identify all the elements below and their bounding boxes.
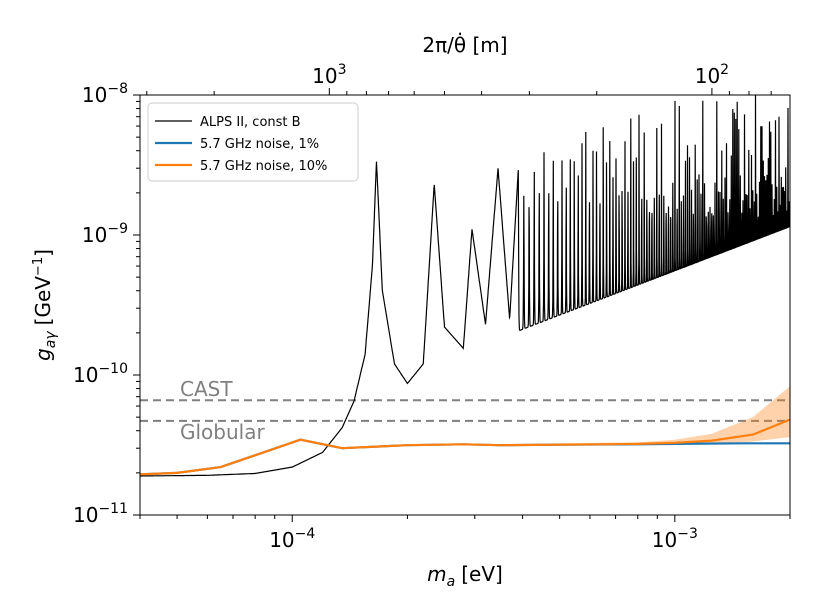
legend-label-noise-10pct: 5.7 GHz noise, 10%: [200, 159, 327, 174]
alps-curve: [140, 95, 790, 477]
y-tick-label-3: 10−8: [82, 81, 128, 107]
y-tick-label-1: 10−10: [73, 361, 128, 387]
legend-box: [147, 102, 359, 182]
globular-label: Globular: [180, 420, 265, 444]
y-axis-label: gaγ[GeV−1]: [31, 249, 59, 361]
x-tick-label-0: 10−4: [269, 526, 315, 552]
top-tick-label-1: 102: [695, 62, 729, 88]
cast-label: CAST: [180, 377, 233, 401]
x-axis-label: ma [eV]: [427, 562, 503, 590]
y-tick-label-0: 10−11: [73, 501, 128, 527]
x-tick-label-1: 10−3: [652, 526, 698, 552]
legend-label-noise-1pct: 5.7 GHz noise, 1%: [200, 137, 319, 152]
legend: ALPS II, const B 5.7 GHz noise, 1% 5.7 G…: [147, 102, 359, 182]
legend-label-alps: ALPS II, const B: [200, 115, 301, 130]
noise-10pct-line: [140, 418, 790, 476]
plot-frame: [139, 94, 791, 516]
top-tick-label-0: 103: [312, 62, 346, 88]
top-axis-label: 2π/θ̇ [m]: [422, 32, 507, 57]
y-tick-label-2: 10−9: [82, 221, 128, 247]
